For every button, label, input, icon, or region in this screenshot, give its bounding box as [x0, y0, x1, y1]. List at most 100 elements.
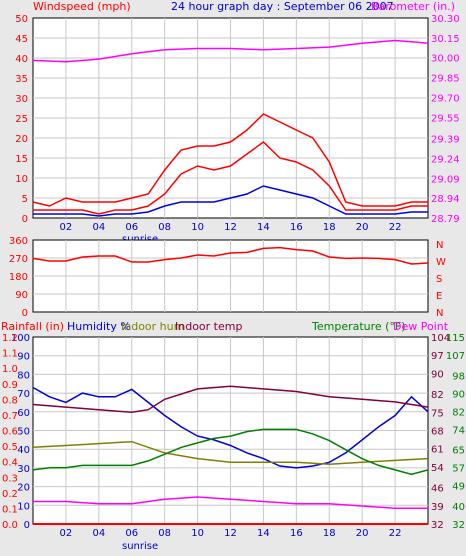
x-tick-label: 04: [92, 222, 105, 233]
y-tick-label-humidity: 40: [17, 445, 30, 456]
y-tick-label-humidity: 30: [17, 464, 30, 475]
y-tick-label-humidity: 0: [24, 520, 30, 531]
y-tick-label-indoor-temp: 46: [431, 484, 444, 495]
y-tick-label-humidity: 80: [17, 370, 30, 381]
y-tick-label-rainfall: 0.1: [2, 504, 18, 515]
page-title: 24 hour graph day : September 06 2007: [171, 0, 394, 13]
y-tick-label-windspeed: 10: [15, 174, 28, 185]
y-tick-label-rainfall: 0.3: [2, 473, 18, 484]
sunrise-label-bottom: sunrise: [122, 541, 158, 552]
y-tick-label-humidity: 60: [17, 408, 30, 419]
indoor-temp-legend: Indoor temp: [175, 320, 242, 333]
y-tick-label-indoor-temp: 32: [431, 520, 444, 531]
x-tick-label: 20: [356, 222, 369, 233]
x-tick-label: 14: [257, 528, 270, 539]
y-tick-label-windspeed: 30: [15, 94, 28, 105]
x-tick-label: 12: [224, 528, 237, 539]
series-line-indoor-hum: [32, 440, 429, 465]
y-tick-label-indoor-temp: 54: [431, 463, 444, 474]
series-line-2: [32, 113, 428, 207]
x-tick-label: 10: [191, 528, 204, 539]
y-tick-label-barometer: 28.94: [431, 194, 460, 205]
humidity-legend: Humidity %: [67, 320, 131, 333]
wind-direction-line: [32, 246, 429, 265]
y-tick-label-barometer: 30.30: [431, 14, 460, 25]
x-tick-label: 14: [257, 222, 270, 233]
y-tick-label-indoor-temp: 75: [431, 408, 444, 419]
y-tick-label-rainfall: 0.9: [2, 380, 18, 391]
y-tick-label-windspeed: 25: [15, 114, 28, 125]
y-tick-label-temperature: 82: [452, 407, 465, 418]
y-tick-label-barometer: 29.39: [431, 135, 460, 146]
y-tick-label-temperature: 98: [452, 371, 465, 382]
x-tick-label: 06: [125, 528, 138, 539]
y-tick-label-windspeed: 20: [15, 134, 28, 145]
y-tick-label-temperature: 90: [452, 389, 465, 400]
indoor-hum-legend: Indoor hum: [121, 320, 184, 333]
y-tick-label-indoor-temp: 97: [431, 351, 444, 362]
y-tick-label-barometer: 29.70: [431, 93, 460, 104]
y-tick-label-indoor-temp: 39: [431, 502, 444, 513]
y-tick-label-windspeed: 15: [15, 154, 28, 165]
x-tick-label: 22: [389, 528, 402, 539]
direction-label-e: E: [436, 291, 442, 302]
y-tick-label-barometer: 29.85: [431, 74, 460, 85]
y-tick-label-rainfall: 1.1: [2, 349, 18, 360]
x-tick-label: 20: [356, 528, 369, 539]
rainfall-legend: Rainfall (in): [1, 320, 64, 333]
y-tick-label-rainfall: 1.0: [2, 364, 18, 375]
series-line-1: [33, 141, 428, 215]
y-tick-label-humidity: 100: [11, 333, 30, 344]
windspeed-axis-label: Windspeed (mph): [33, 0, 131, 13]
y-tick-label-rainfall: 0.4: [2, 458, 18, 469]
y-tick-label-barometer: 28.79: [431, 214, 460, 225]
x-tick-label: 06: [125, 222, 138, 233]
y-tick-label-barometer: 29.24: [431, 154, 460, 165]
x-tick-label: 18: [323, 222, 336, 233]
x-tick-label: 16: [290, 528, 303, 539]
series-line-indoor-temp: [32, 385, 429, 414]
y-tick-label-windspeed: 40: [15, 54, 28, 65]
y-tick-label-barometer: 30.00: [431, 54, 460, 65]
direction-label-n-bottom: N: [436, 308, 443, 319]
series-line-dew-point: [33, 496, 428, 509]
y-tick-label-indoor-temp: 61: [431, 445, 444, 456]
temperature-legend: Temperature (°F): [311, 320, 406, 333]
y-tick-label-windspeed: 50: [15, 14, 28, 25]
y-tick-label-rainfall: 0.2: [2, 489, 18, 500]
y-tick-label-direction: 360: [9, 236, 28, 247]
chart-marks: 0 5 10 15 20 25 30 35 40 45 50 28.79 28.94 29.09 29.24…: [2, 14, 465, 539]
direction-label-w: W: [436, 257, 446, 268]
y-tick-label-rainfall: 0.7: [2, 411, 18, 422]
series-line-humidity-: [32, 386, 429, 469]
y-tick-label-direction: 270: [9, 254, 28, 265]
y-tick-label-temperature: 57: [452, 464, 465, 475]
y-tick-label-windspeed: 45: [15, 34, 28, 45]
y-tick-label-temperature: 49: [452, 482, 465, 493]
y-tick-label-humidity: 20: [17, 483, 30, 494]
y-tick-label-temperature: 32: [452, 520, 465, 531]
y-tick-label-indoor-temp: 82: [431, 390, 444, 401]
y-tick-label-humidity: 10: [17, 501, 30, 512]
y-tick-label-direction: 180: [9, 272, 28, 283]
x-tick-label: 12: [224, 222, 237, 233]
series-line-4: [32, 39, 429, 63]
y-tick-label-humidity: 90: [17, 352, 30, 363]
x-tick-label: 02: [60, 528, 73, 539]
y-tick-label-indoor-temp: 68: [431, 427, 444, 438]
x-tick-label: 08: [158, 528, 171, 539]
y-tick-label-direction: 0: [22, 308, 28, 319]
y-tick-label-temperature: 107: [446, 351, 465, 362]
barometer-axis-label: Barometer (in.): [371, 0, 455, 13]
x-tick-label: 08: [158, 222, 171, 233]
y-tick-label-rainfall: 1.2: [2, 333, 18, 344]
x-tick-label: 10: [191, 222, 204, 233]
y-tick-label-rainfall: 0.6: [2, 427, 18, 438]
y-tick-label-indoor-temp: 104: [431, 333, 450, 344]
y-tick-label-temperature: 40: [452, 502, 465, 513]
series-line-3: [33, 185, 428, 217]
y-tick-label-windspeed: 0: [22, 214, 28, 225]
y-tick-label-rainfall: 0.8: [2, 395, 18, 406]
